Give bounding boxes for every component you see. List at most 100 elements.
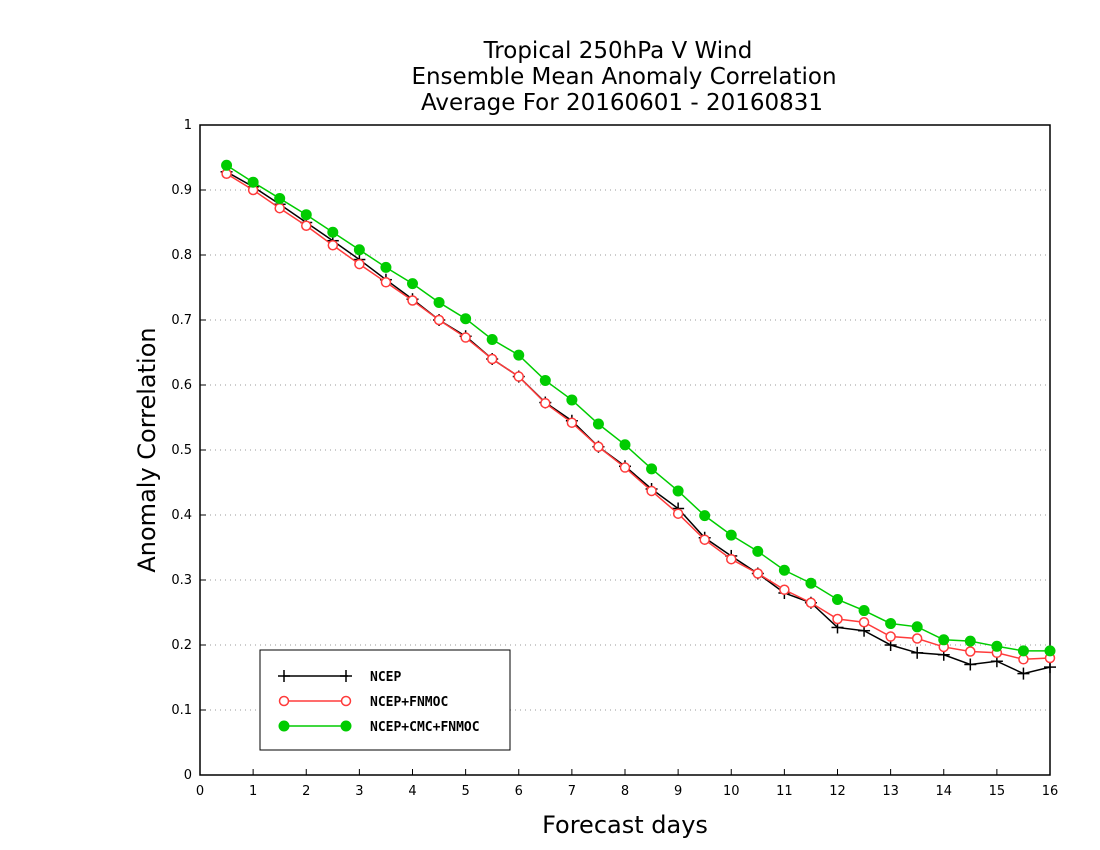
title-line-1: Tropical 250hPa V Wind [483,38,753,64]
series-line [226,173,1051,661]
y-tick-label: 0.2 [171,638,192,653]
data-point [460,332,471,343]
legend-box [259,649,511,751]
data-point [752,568,764,579]
series-line [226,171,1051,675]
y-tick-label: 0.6 [171,378,192,393]
data-point [646,463,658,475]
data-point [965,646,976,657]
x-tick-label: 15 [989,784,1006,799]
data-point [1017,645,1029,657]
x-tick-label: 10 [723,784,740,799]
y-tick-label: 0 [184,768,192,783]
data-point [911,633,923,644]
x-tick-label: 13 [882,784,899,799]
data-point [433,296,445,308]
data-point [566,417,578,428]
data-point [327,226,339,238]
data-point [486,334,498,345]
data-point [301,220,312,231]
data-point [646,485,657,497]
data-point [699,534,710,545]
x-tick-label: 6 [515,784,523,799]
series-line [226,164,1050,652]
data-point [726,553,737,565]
data-point [858,605,870,617]
x-tick-label: 2 [302,784,310,799]
series-1 [221,168,1056,665]
series-0 [220,165,1056,680]
x-tick-label: 7 [568,784,576,799]
chart-title: Tropical 250hPa V Wind Ensemble Mean Ano… [411,38,836,116]
data-point [964,635,976,647]
axis-ticks: 00.10.20.30.40.50.60.70.80.910 1 2 3 4 5 6 7 8 9 1… [171,118,1058,799]
data-point [433,314,445,326]
data-point [619,439,631,451]
legend-marker [278,670,290,682]
y-tick-label: 0.4 [171,508,192,523]
legend-marker [340,695,352,707]
data-point [619,462,631,473]
y-tick-label: 0.8 [171,248,192,263]
legend-label: NCEP [370,670,401,685]
data-point [407,278,418,290]
data-point [592,418,604,430]
legend-marker [278,720,290,732]
data-point [778,564,790,576]
data-point [991,640,1003,652]
data-point [513,349,525,361]
x-tick-label: 3 [355,784,363,799]
data-point [380,261,392,273]
data-point [832,594,843,605]
y-tick-label: 1 [184,118,192,133]
x-tick-label: 12 [829,784,846,799]
data-point [460,313,472,325]
data-point [274,192,286,204]
y-tick-label: 0.1 [171,703,192,718]
data-point [672,508,684,519]
data-point [486,353,498,365]
data-point [964,658,977,671]
data-point [380,277,392,288]
data-point [805,597,817,608]
x-tick-label: 8 [621,784,629,799]
y-tick-label: 0.7 [171,313,192,328]
title-line-2: Ensemble Mean Anomaly Correlation [411,64,836,90]
data-point [911,621,923,633]
legend-marker [340,670,352,682]
x-tick-label: 9 [674,784,682,799]
x-tick-label: 14 [935,784,952,799]
data-point [593,441,604,452]
title-line-3: Average For 20160601 - 20160831 [421,90,823,116]
data-point [407,295,418,306]
data-point [805,577,817,589]
legend-marker [340,720,352,732]
data-point [221,159,233,171]
data-point [832,613,843,625]
legend-label: NCEP+CMC+FNMOC [370,720,480,735]
data-point [274,202,285,214]
x-tick-label: 4 [408,784,416,799]
x-tick-label: 0 [196,784,204,799]
x-tick-label: 5 [461,784,469,799]
x-tick-label: 1 [249,784,257,799]
series-2 [221,159,1056,657]
data-point [327,240,339,251]
y-tick-label: 0.9 [171,183,192,198]
data-point [779,584,790,595]
data-point [725,529,737,541]
data-point [540,397,551,409]
data-point [672,485,684,497]
data-point [752,545,764,557]
y-tick-label: 0.5 [171,443,192,458]
data-point [353,244,365,256]
data-point [300,209,312,221]
series-group [220,159,1056,680]
x-axis-title: Forecast days [542,811,708,839]
data-point [247,176,259,188]
data-point [911,646,924,659]
data-point [566,394,578,406]
data-point [858,617,870,628]
data-point [1044,645,1056,657]
